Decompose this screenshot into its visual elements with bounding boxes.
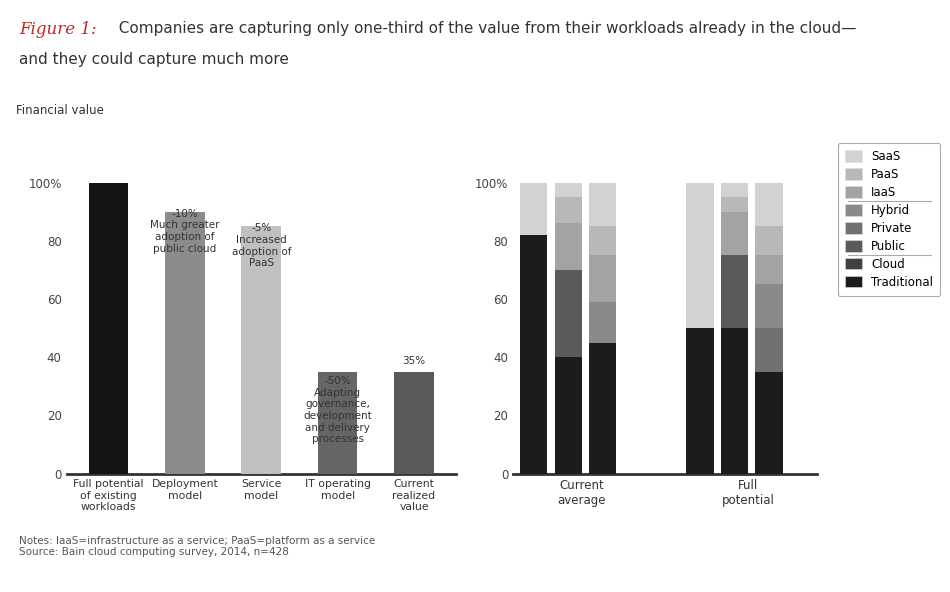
Text: Companies are capturing only one-third of the value from their workloads already: Companies are capturing only one-third o… [109, 21, 857, 36]
Bar [394, 372, 434, 474]
Bar [721, 197, 748, 212]
Bar [88, 182, 128, 474]
Bar [589, 302, 617, 343]
Bar [589, 255, 617, 302]
Bar [555, 223, 582, 270]
Text: Figure 1:: Figure 1: [19, 21, 97, 38]
Bar [687, 182, 713, 328]
Bar [165, 212, 205, 474]
Bar [755, 285, 783, 328]
Bar [721, 328, 748, 474]
Bar [521, 182, 547, 235]
Text: and they could capture much more: and they could capture much more [19, 52, 289, 67]
Bar [589, 182, 617, 226]
Bar [317, 372, 357, 474]
Bar [589, 226, 617, 255]
Bar [589, 343, 617, 474]
Bar [721, 182, 748, 197]
Legend: SaaS, PaaS, IaaS, Hybrid, Private, Public, Cloud, Traditional: SaaS, PaaS, IaaS, Hybrid, Private, Publi… [838, 143, 940, 296]
Text: Notes: IaaS=infrastructure as a service; PaaS=platform as a service
Source: Bain: Notes: IaaS=infrastructure as a service;… [19, 536, 375, 557]
Bar [721, 212, 748, 255]
Bar [241, 226, 281, 474]
Bar [755, 255, 783, 285]
Bar [555, 357, 582, 474]
Text: 35%: 35% [403, 356, 426, 366]
Bar [755, 372, 783, 474]
Bar [755, 182, 783, 226]
Bar [521, 235, 547, 474]
Text: Financial value: Financial value [16, 104, 104, 117]
Text: -5%
Increased
adoption of
PaaS: -5% Increased adoption of PaaS [232, 223, 291, 268]
Bar [555, 197, 582, 223]
Bar [555, 182, 582, 197]
Bar [555, 270, 582, 357]
Bar [755, 328, 783, 372]
Bar [755, 226, 783, 255]
Bar [687, 328, 713, 474]
Text: -10%
Much greater
adoption of
public cloud: -10% Much greater adoption of public clo… [150, 209, 219, 253]
Bar [721, 255, 748, 328]
Text: -50%
Adapting
governance,
development
and delivery
processes: -50% Adapting governance, development an… [303, 376, 372, 444]
